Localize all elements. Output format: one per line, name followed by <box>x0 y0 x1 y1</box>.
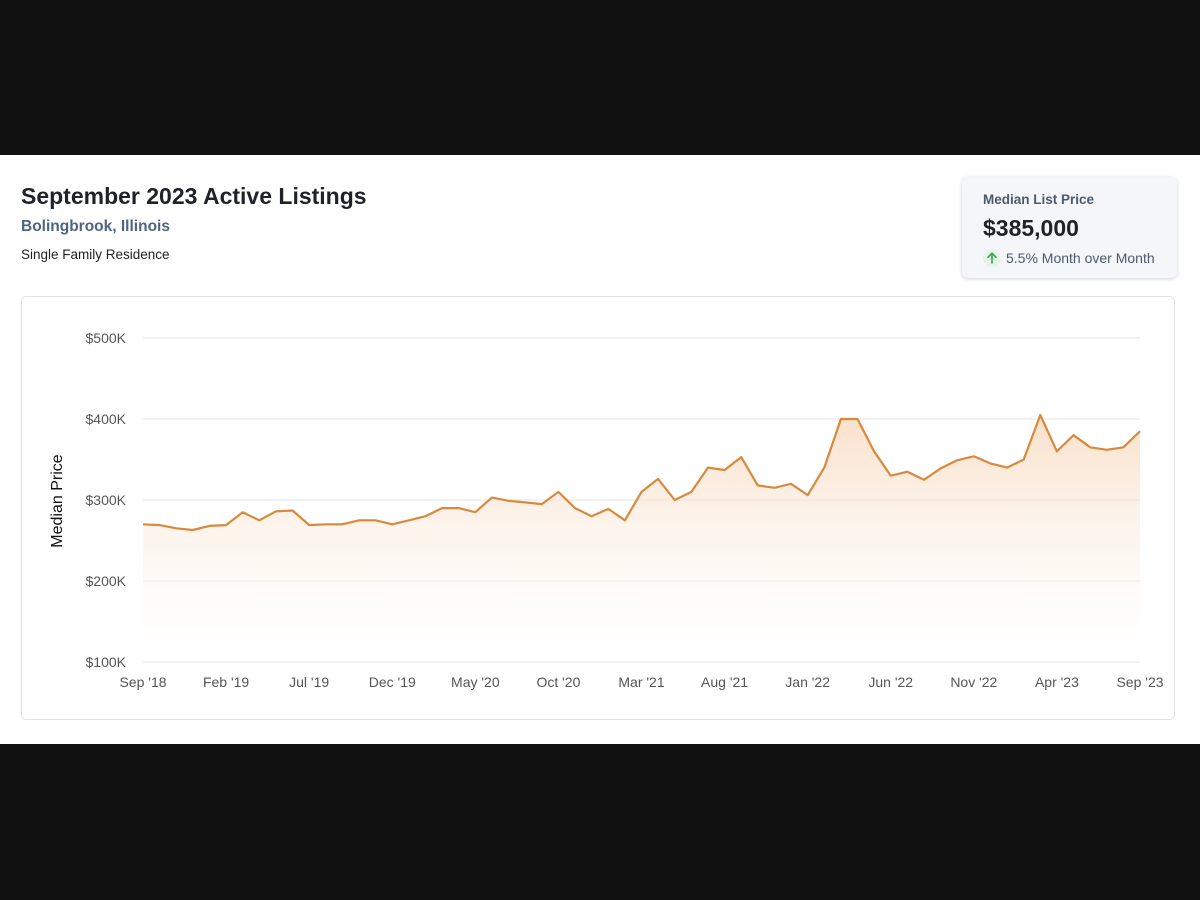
listings-panel: September 2023 Active Listings Bolingbro… <box>0 155 1200 744</box>
x-tick-label: Aug '21 <box>701 674 748 690</box>
stat-change: 5.5% Month over Month <box>983 249 1155 267</box>
x-tick-label: Dec '19 <box>369 674 416 690</box>
y-tick-label: $300K <box>86 492 127 508</box>
x-tick-label: Jul '19 <box>289 674 329 690</box>
arrow-up-icon <box>983 249 1001 267</box>
stat-value: $385,000 <box>983 215 1079 241</box>
y-tick-label: $100K <box>86 654 127 670</box>
x-tick-label: Sep '23 <box>1116 674 1163 690</box>
x-tick-label: Jun '22 <box>868 674 913 690</box>
y-axis-label: Median Price <box>49 454 66 547</box>
price-area-chart: $100K $200K $300K $400K $500K Sep '18 Feb '19 J… <box>49 330 1164 690</box>
price-area-fill <box>143 415 1140 662</box>
y-tick-label: $200K <box>86 573 127 589</box>
x-tick-label: Jan '22 <box>785 674 830 690</box>
x-tick-label: Sep '18 <box>119 674 166 690</box>
page-title: September 2023 Active Listings <box>21 183 367 209</box>
y-tick-label: $500K <box>86 330 127 346</box>
x-tick-label: May '20 <box>451 674 500 690</box>
stat-change-text: 5.5% Month over Month <box>1006 250 1155 266</box>
location-subtitle: Bolingbrook, Illinois <box>21 218 170 235</box>
price-series-line <box>142 413 1141 532</box>
property-type-label: Single Family Residence <box>21 247 170 262</box>
median-price-card: Median List Price $385,000 5.5% Month ov… <box>962 177 1177 278</box>
x-tick-label: Oct '20 <box>536 674 580 690</box>
y-tick-label: $400K <box>86 411 127 427</box>
x-tick-label: Mar '21 <box>618 674 664 690</box>
chart-container: $100K $200K $300K $400K $500K Sep '18 Feb '19 J… <box>21 296 1175 720</box>
x-tick-label: Feb '19 <box>203 674 249 690</box>
stat-label: Median List Price <box>983 192 1095 207</box>
x-tick-label: Apr '23 <box>1035 674 1079 690</box>
x-tick-label: Nov '22 <box>950 674 997 690</box>
